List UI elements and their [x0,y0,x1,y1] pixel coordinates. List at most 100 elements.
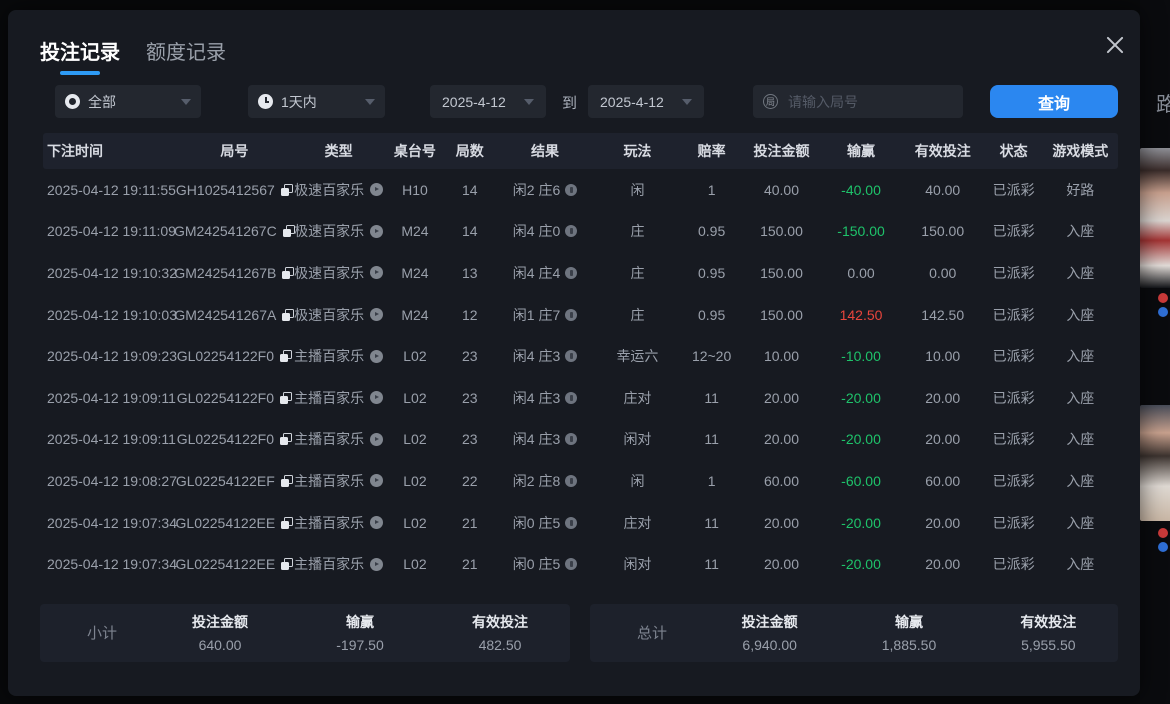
cell-win: -150.00 [837,223,885,240]
cell-status: 已派彩 [992,514,1035,531]
cell-table_no: H10 [402,181,428,198]
cell-table_no: L02 [403,472,427,489]
cell-valid: 10.00 [925,348,961,365]
cell-mode: 好路 [1066,181,1095,198]
cell-win: -20.00 [841,556,881,573]
background-game-icons-1 [1158,293,1168,317]
cell-win: -60.00 [841,472,881,489]
search-input[interactable] [786,92,940,111]
game-number-icon: 局 [763,94,778,109]
background-dealer-thumbnail-2 [1140,405,1170,521]
cell-valid: 20.00 [925,431,961,448]
time-range-select[interactable]: 1天内 [248,85,385,118]
result-detail-icon[interactable] [565,266,578,279]
cell-play: 闲对 [623,556,652,573]
date-to-value: 2025-4-12 [600,93,664,110]
video-icon[interactable] [370,266,384,280]
cell-win: 142.50 [839,306,883,323]
cell-valid: 0.00 [929,264,957,281]
game-number-search[interactable]: 局 [753,85,963,118]
copy-icon[interactable] [282,308,295,321]
date-to-label: 到 [562,95,578,112]
tab-quota-records[interactable]: 额度记录 [146,36,226,77]
cell-rounds: 23 [461,389,478,406]
close-icon[interactable] [1102,32,1128,58]
cell-result: 闲4 庄0 [497,221,594,241]
column-header-2: 类型 [324,143,353,159]
result-detail-icon[interactable] [565,308,578,321]
tab-betting-records[interactable]: 投注记录 [40,36,120,77]
video-icon[interactable] [370,474,384,488]
cell-type: 主播百家乐 [290,429,387,449]
video-icon[interactable] [370,432,384,446]
result-detail-icon[interactable] [565,433,578,446]
video-icon[interactable] [370,516,384,530]
result-detail-icon[interactable] [565,183,578,196]
cell-type: 主播百家乐 [290,346,387,366]
cell-valid: 40.00 [925,181,961,198]
cell-mode: 入座 [1066,223,1095,240]
video-icon[interactable] [370,224,384,238]
result-detail-icon[interactable] [565,391,578,404]
cell-play: 闲 [630,472,645,489]
cell-odds: 12~20 [691,348,732,365]
date-from-select[interactable]: 2025-4-12 [430,85,546,118]
copy-icon[interactable] [280,433,292,446]
cell-time: 2025-04-12 19:11:55 [47,181,176,198]
column-header-0: 下注时间 [47,143,103,159]
copy-icon[interactable] [282,225,295,238]
video-icon[interactable] [370,349,384,363]
column-header-3: 桌台号 [393,143,436,159]
cell-rounds: 23 [461,431,478,448]
query-button[interactable]: 查询 [990,85,1118,118]
game-type-select[interactable]: 全部 [55,85,201,118]
date-to-select[interactable]: 2025-4-12 [588,85,704,118]
copy-icon[interactable] [280,391,292,404]
background-dealer-thumbnail-1 [1140,148,1170,288]
result-detail-icon[interactable] [565,558,578,571]
cell-bet: 20.00 [763,514,799,531]
table-row: 2025-04-12 19:11:55 GH1025412567 极速百家乐 H10 1… [43,169,1118,211]
cell-game_no: GM242541267A [174,307,295,323]
video-icon[interactable] [370,308,384,322]
copy-icon[interactable] [281,558,294,571]
filter-bar: 全部 1天内 2025-4-12 到 2025-4-12 局 查询 [8,85,1140,119]
clock-icon [258,94,273,109]
cell-game_no: GH1025412567 [176,182,293,198]
column-header-12: 游戏模式 [1052,143,1109,159]
cell-play: 庄 [630,223,645,240]
copy-icon[interactable] [280,474,293,487]
cell-status: 已派彩 [992,223,1035,240]
result-detail-icon[interactable] [565,516,578,529]
cell-win: -20.00 [841,431,881,448]
cell-type: 极速百家乐 [290,263,387,283]
total-box: 总计 投注金额 6,940.00 输赢 1,885.50 有效投注 5,955.… [590,603,1118,662]
cell-valid: 20.00 [925,389,961,406]
copy-icon[interactable] [281,516,294,529]
cell-rounds: 14 [461,181,478,198]
result-detail-icon[interactable] [565,474,578,487]
result-detail-icon[interactable] [565,350,578,363]
video-icon[interactable] [370,557,384,571]
tab-label: 投注记录 [40,42,120,64]
chevron-down-icon [524,98,534,105]
copy-icon[interactable] [282,266,295,279]
result-detail-icon[interactable] [565,225,578,238]
cell-mode: 入座 [1066,348,1095,365]
copy-icon[interactable] [280,183,293,196]
table-row: 2025-04-12 19:07:34 GL02254122EE 主播百家乐 L02 2… [43,543,1118,585]
cell-win: -20.00 [841,514,881,531]
video-icon[interactable] [370,183,384,197]
copy-icon[interactable] [280,350,292,363]
cell-valid: 150.00 [921,223,965,240]
video-icon[interactable] [370,391,384,405]
chevron-down-icon [365,98,375,105]
cell-result: 闲2 庄6 [497,180,594,200]
cell-result: 闲4 庄3 [497,346,594,366]
cell-game_no: GL02254122EF [176,473,293,489]
cell-game_no: GL02254122EE [176,556,294,572]
cell-result: 闲0 庄5 [497,513,594,533]
cell-odds: 11 [704,514,719,531]
cell-status: 已派彩 [992,306,1035,323]
cell-time: 2025-04-12 19:08:27 [47,472,177,489]
